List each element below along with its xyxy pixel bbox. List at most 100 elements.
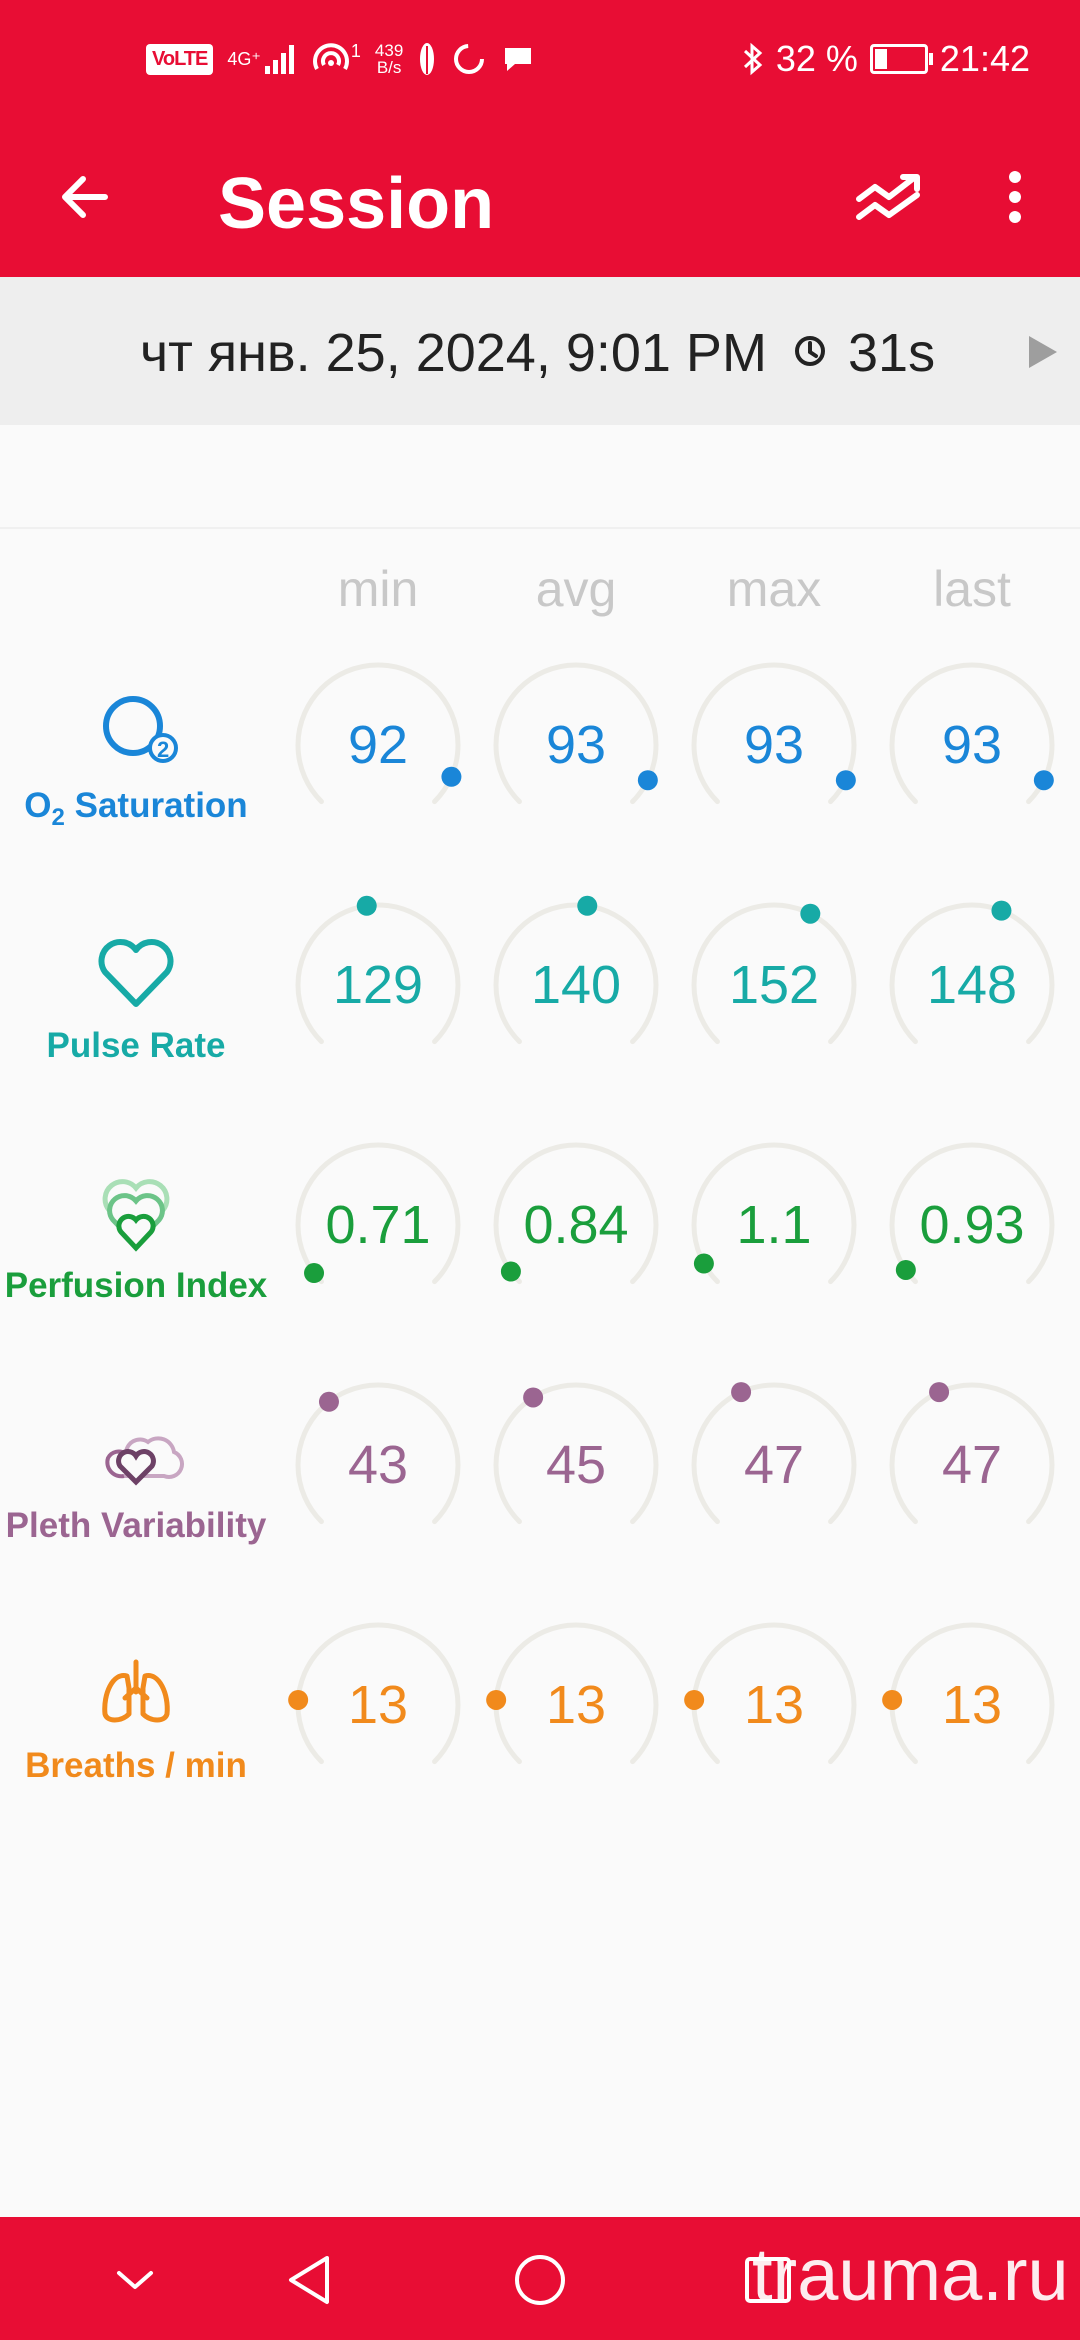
- network-type: 4G⁺: [227, 48, 261, 69]
- gauge-value: 0.71: [325, 1195, 431, 1255]
- trend-icon: [856, 174, 920, 220]
- gauge-track: [691, 1382, 857, 1525]
- gauge-indicator-dot: [304, 1263, 325, 1284]
- clock-time: 21:42: [939, 38, 1030, 79]
- play-button[interactable]: [1018, 327, 1068, 377]
- gauge-arc: [889, 900, 1055, 1045]
- gauge-value: 13: [347, 1675, 409, 1735]
- play-icon: [1029, 336, 1057, 368]
- column-header-max: max: [726, 561, 822, 617]
- gauge-arc: [295, 662, 462, 805]
- heart-icon: [0, 928, 272, 1018]
- gauge-value: 148: [926, 955, 1018, 1015]
- nav-home-button[interactable]: [500, 2242, 580, 2317]
- gauge-indicator-dot: [800, 903, 821, 924]
- leaf-icon: [417, 40, 437, 78]
- gauge-value: 140: [530, 955, 622, 1015]
- gauge-indicator-dot: [882, 1689, 903, 1710]
- gauge-value: 47: [941, 1435, 1003, 1495]
- gauge-value: 45: [545, 1435, 607, 1495]
- gauge-value: 1.1: [736, 1195, 812, 1255]
- status-icons-left: VoLTE 4G⁺ 1 439 B/s: [146, 40, 535, 78]
- battery-percent: 32 %: [775, 38, 858, 79]
- trend-button[interactable]: [850, 157, 930, 237]
- gauge-value: 129: [332, 955, 424, 1015]
- gauge-indicator-dot: [895, 1259, 916, 1280]
- o2-label-rest: Saturation: [64, 786, 248, 825]
- hotspot-icon: 1: [311, 41, 361, 77]
- gauge-value: 13: [545, 1675, 607, 1735]
- net-speed: 439 B/s: [375, 42, 403, 76]
- status-icons-right: 32 % 21:42: [742, 38, 1030, 80]
- system-nav-bar: [0, 2217, 1080, 2340]
- divider: [0, 527, 1080, 529]
- gauge-arc: [493, 1142, 659, 1285]
- gauge-track: [493, 662, 659, 805]
- gauge-arc: [691, 662, 857, 805]
- status-bar: VoLTE 4G⁺ 1 439 B/s 32 % 21:42: [0, 0, 1080, 132]
- gauge-indicator-dot: [523, 1387, 544, 1408]
- column-header-last: last: [933, 561, 1011, 617]
- gauge-pleth-min: 43: [278, 1365, 478, 1565]
- gauge-track: [889, 902, 1055, 1045]
- gauge-indicator-dot: [577, 895, 598, 916]
- gauge-breaths-max: 13: [674, 1605, 874, 1805]
- gauge-track: [691, 1142, 857, 1285]
- gauge-value: 0.84: [523, 1195, 629, 1255]
- column-header-min: min: [337, 561, 419, 617]
- gauge-value: 93: [743, 715, 805, 775]
- gauge-perfusion-min: 0.71: [278, 1125, 478, 1325]
- lungs-icon: [0, 1648, 272, 1738]
- gauge-value: 93: [545, 715, 607, 775]
- gauge-indicator-dot: [1033, 770, 1054, 791]
- page-title: Session: [218, 164, 495, 244]
- gauge-arc: [295, 1382, 461, 1525]
- back-arrow-icon: [62, 176, 108, 218]
- pleth-hearts-icon: [0, 1408, 272, 1498]
- metric-name-o2: O2 Saturation: [0, 786, 272, 832]
- gauge-o2-last: 93: [872, 645, 1072, 845]
- gauge-pulse-min: 129: [278, 885, 478, 1085]
- gauge-track: [493, 1382, 659, 1525]
- chat-icon: [501, 44, 535, 74]
- watermark-text: trauma.ru: [752, 2233, 1069, 2316]
- gauge-breaths-last: 13: [872, 1605, 1072, 1805]
- nav-back-button[interactable]: [268, 2242, 348, 2317]
- gauge-track: [889, 1142, 1055, 1285]
- gauge-indicator-dot: [486, 1689, 507, 1710]
- gauge-pulse-max: 152: [674, 885, 874, 1085]
- gauge-indicator-dot: [684, 1689, 705, 1710]
- collapse-button[interactable]: [95, 2242, 175, 2317]
- o2-bubble-icon: 2: [0, 688, 272, 778]
- back-button[interactable]: [50, 162, 120, 232]
- gauge-indicator-dot: [356, 895, 377, 916]
- gauge-track: [295, 1382, 461, 1525]
- metric-name-breaths: Breaths / min: [25, 1746, 247, 1785]
- gauge-arc: [486, 1622, 659, 1765]
- gauge-arc: [493, 895, 659, 1045]
- gauge-pulse-avg: 140: [476, 885, 676, 1085]
- gauge-arc: [288, 1622, 461, 1765]
- gauge-value: 93: [941, 715, 1003, 775]
- more-options-button[interactable]: [985, 157, 1045, 237]
- gauge-indicator-dot: [929, 1382, 950, 1403]
- signal-icon: 4G⁺: [227, 42, 297, 76]
- gauge-perfusion-last: 0.93: [872, 1125, 1072, 1325]
- gauge-arc: [691, 1142, 857, 1285]
- gauge-track: [295, 1142, 461, 1285]
- clock-icon: [795, 336, 825, 366]
- gauge-track: [295, 662, 461, 805]
- gauge-pleth-max: 47: [674, 1365, 874, 1565]
- gauge-pleth-last: 47: [872, 1365, 1072, 1565]
- o2-label-main: O: [24, 786, 52, 825]
- session-info-bar: чт янв. 25, 2024, 9:01 PM 31s: [0, 277, 1080, 425]
- nav-recents-button[interactable]: [728, 2242, 808, 2317]
- gauge-arc: [684, 1622, 857, 1765]
- back-triangle-icon: [289, 2255, 329, 2304]
- gauge-value: 92: [347, 715, 409, 775]
- metric-label-pleth: Pleth Variability: [0, 1408, 272, 1546]
- gauge-indicator-dot: [693, 1253, 714, 1274]
- gauge-value: 152: [728, 955, 820, 1015]
- hotspot-count: 1: [350, 40, 361, 61]
- session-date: чт янв. 25, 2024, 9:01 PM: [140, 323, 767, 383]
